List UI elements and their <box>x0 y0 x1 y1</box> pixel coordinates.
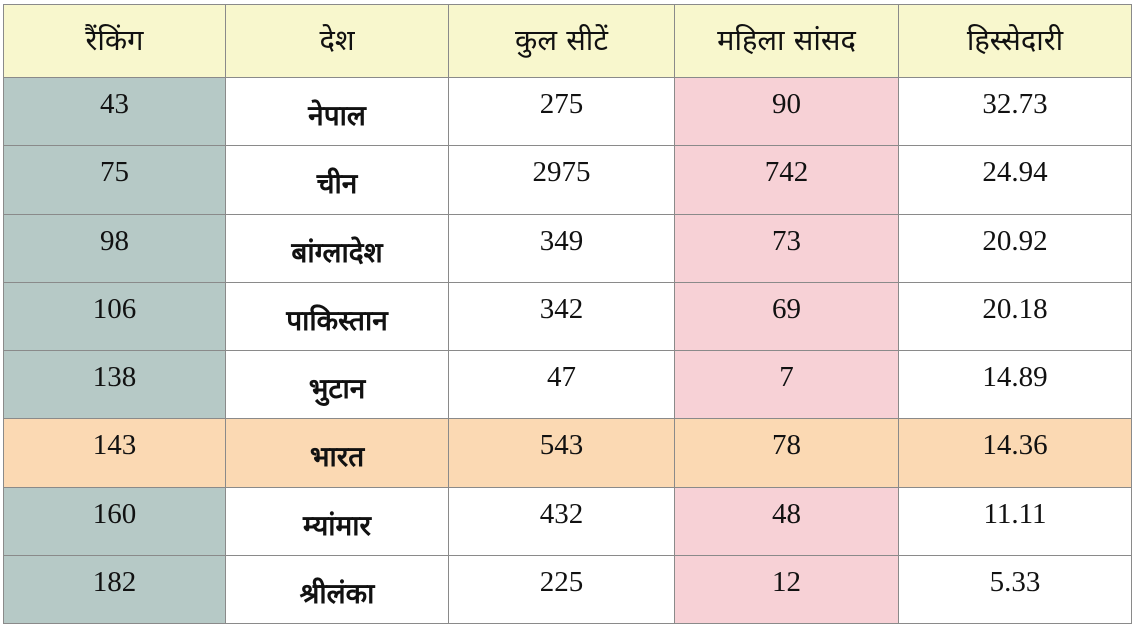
share-cell: 11.11 <box>898 486 1132 556</box>
country-cell: म्यांमार <box>225 486 449 556</box>
women-mps-cell: 48 <box>674 486 899 556</box>
women-mps-cell: 73 <box>674 213 899 283</box>
table-row: 182 श्रीलंका 225 12 5.33 <box>3 554 1132 625</box>
total-seats-cell: 47 <box>448 349 675 420</box>
country-cell: भारत <box>225 418 449 488</box>
total-seats-cell: 225 <box>448 554 675 625</box>
table-row: 106 पाकिस्तान 342 69 20.18 <box>3 281 1132 352</box>
share-cell: 20.18 <box>898 281 1132 352</box>
country-cell: भुटान <box>225 349 449 420</box>
country-cell: नेपाल <box>225 76 449 147</box>
country-cell: चीन <box>225 145 449 215</box>
share-cell: 14.36 <box>898 418 1132 488</box>
total-seats-cell: 2975 <box>448 145 675 215</box>
header-women-mps: महिला सांसद <box>674 4 899 78</box>
total-seats-cell: 543 <box>448 418 675 488</box>
header-row: रैंकिंग देश कुल सीटें महिला सांसद हिस्से… <box>3 4 1132 78</box>
header-country: देश <box>225 4 449 78</box>
rank-cell: 143 <box>3 418 226 488</box>
table-row-highlighted: 143 भारत 543 78 14.36 <box>3 418 1132 488</box>
share-cell: 20.92 <box>898 213 1132 283</box>
country-cell: श्रीलंका <box>225 554 449 625</box>
women-mps-cell: 12 <box>674 554 899 625</box>
share-cell: 5.33 <box>898 554 1132 625</box>
table-row: 160 म्यांमार 432 48 11.11 <box>3 486 1132 556</box>
women-mps-table: रैंकिंग देश कुल सीटें महिला सांसद हिस्से… <box>3 4 1132 625</box>
rank-cell: 182 <box>3 554 226 625</box>
header-share: हिस्सेदारी <box>898 4 1132 78</box>
share-cell: 24.94 <box>898 145 1132 215</box>
table-row: 43 नेपाल 275 90 32.73 <box>3 76 1132 147</box>
country-cell: पाकिस्तान <box>225 281 449 352</box>
table-row: 138 भुटान 47 7 14.89 <box>3 349 1132 420</box>
total-seats-cell: 275 <box>448 76 675 147</box>
rank-cell: 43 <box>3 76 226 147</box>
rank-cell: 160 <box>3 486 226 556</box>
share-cell: 32.73 <box>898 76 1132 147</box>
total-seats-cell: 432 <box>448 486 675 556</box>
rank-cell: 138 <box>3 349 226 420</box>
rank-cell: 106 <box>3 281 226 352</box>
header-ranking: रैंकिंग <box>3 4 226 78</box>
country-cell: बांग्लादेश <box>225 213 449 283</box>
women-mps-cell: 78 <box>674 418 899 488</box>
total-seats-cell: 349 <box>448 213 675 283</box>
table-row: 75 चीन 2975 742 24.94 <box>3 145 1132 215</box>
women-mps-cell: 69 <box>674 281 899 352</box>
table-row: 98 बांग्लादेश 349 73 20.92 <box>3 213 1132 283</box>
total-seats-cell: 342 <box>448 281 675 352</box>
women-mps-cell: 90 <box>674 76 899 147</box>
women-mps-cell: 742 <box>674 145 899 215</box>
share-cell: 14.89 <box>898 349 1132 420</box>
rank-cell: 98 <box>3 213 226 283</box>
header-total-seats: कुल सीटें <box>448 4 675 78</box>
rank-cell: 75 <box>3 145 226 215</box>
women-mps-cell: 7 <box>674 349 899 420</box>
